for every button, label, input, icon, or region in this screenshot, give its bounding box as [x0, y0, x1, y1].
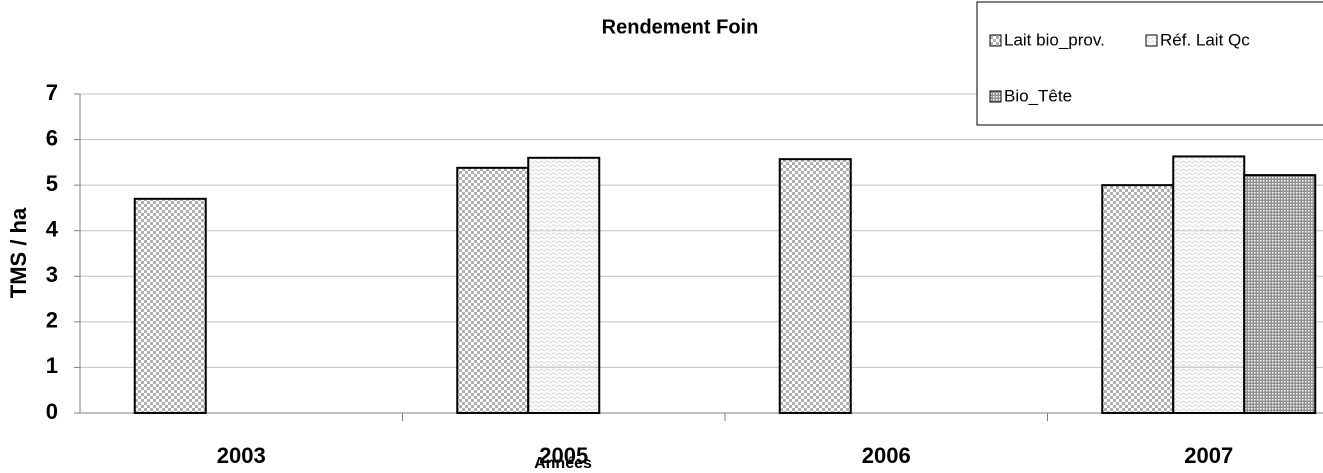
legend-box	[976, 1, 1323, 126]
x-tick-label: 2006	[862, 443, 911, 468]
y-tick-label: 1	[46, 353, 58, 378]
legend-swatch	[1145, 34, 1158, 47]
y-tick-label: 4	[46, 217, 59, 242]
y-tick-label: 6	[46, 125, 58, 150]
bar	[1101, 184, 1175, 414]
x-tick-label: 2005	[539, 443, 588, 468]
y-axis-label: TMS / ha	[6, 207, 31, 298]
legend-label: Bio_Tête	[1004, 86, 1072, 105]
bar	[133, 197, 207, 414]
bar	[456, 166, 530, 414]
y-tick-label: 0	[46, 399, 58, 424]
legend-swatch	[989, 90, 1002, 103]
legend-label: Réf. Lait Qc	[1160, 30, 1250, 49]
x-tick-label: 2003	[217, 443, 266, 468]
x-axis-label: Années	[534, 455, 592, 472]
y-tick-label: 3	[46, 262, 58, 287]
y-tick-label: 2	[46, 308, 58, 333]
y-tick-label: 7	[46, 80, 58, 105]
bar	[778, 158, 852, 414]
legend-swatch	[989, 34, 1002, 47]
chart-title: Rendement Foin	[602, 16, 759, 38]
legend-label: Lait bio_prov.	[1004, 30, 1105, 49]
bar	[527, 156, 601, 414]
y-tick-label: 5	[46, 171, 58, 196]
bar	[1243, 174, 1317, 414]
x-tick-label: 2007	[1184, 443, 1233, 468]
bar	[1172, 155, 1246, 414]
